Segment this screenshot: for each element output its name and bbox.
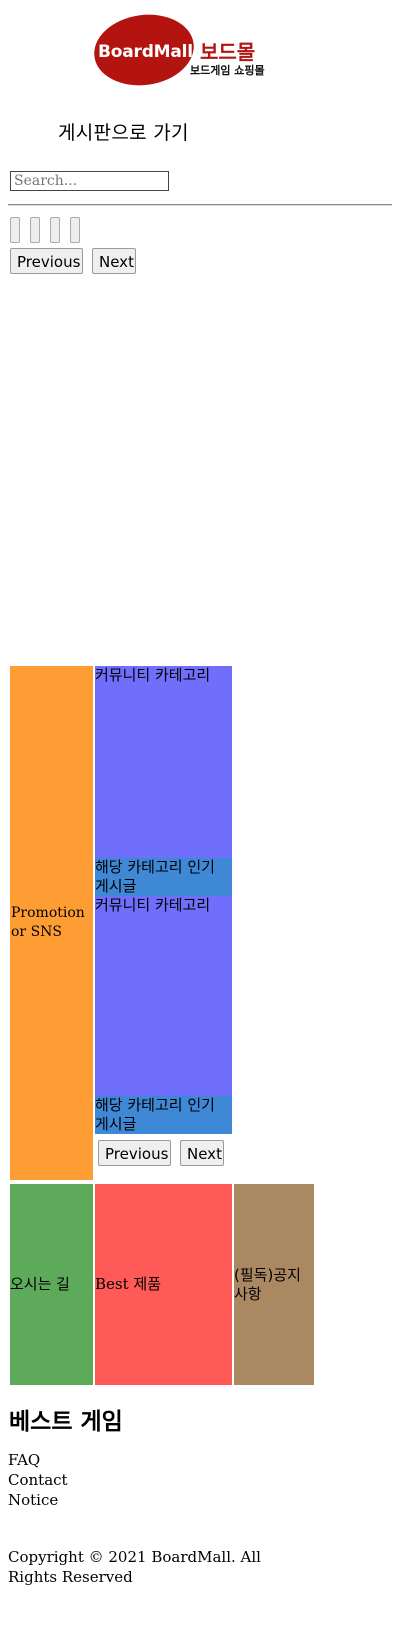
footer-link-contact[interactable]: Contact <box>8 1471 68 1489</box>
footer-link-faq[interactable]: FAQ <box>8 1451 41 1469</box>
directions-label: 오시는 길 <box>10 1275 70 1293</box>
board-link[interactable]: 게시판으로 가기 <box>58 122 189 144</box>
search-input[interactable] <box>10 171 169 191</box>
slider-dot-2[interactable] <box>30 217 40 243</box>
community-hot-label: 해당 카테고리 인기 게시글 <box>95 858 215 895</box>
community-previous-button[interactable]: Previous <box>98 1140 171 1166</box>
slider-dot-3[interactable] <box>50 217 60 243</box>
site-logo[interactable]: BoardMall 보드몰 보드게임 쇼핑몰 <box>0 0 400 95</box>
community-next-button[interactable]: Next <box>180 1140 224 1166</box>
community-hot-label: 해당 카테고리 인기 게시글 <box>95 1096 215 1133</box>
best-games-title: 베스트 게임 <box>9 1409 123 1435</box>
divider <box>8 204 392 206</box>
community-hot-posts[interactable]: 해당 카테고리 인기 게시글 <box>95 858 232 896</box>
logo-subtitle: 보드게임 쇼핑몰 <box>190 64 265 77</box>
copyright-text: Copyright © 2021 BoardMall. All Rights R… <box>8 1548 261 1586</box>
logo-text-en: BoardMall <box>98 42 193 62</box>
slider-next-button[interactable]: Next <box>92 248 136 274</box>
community-hot-posts[interactable]: 해당 카테고리 인기 게시글 <box>95 1096 232 1134</box>
logo-text-kr: 보드몰 <box>200 40 256 64</box>
promotion-panel[interactable]: Promotion or SNS <box>10 666 93 1180</box>
notice-label: (필독)공지사항 <box>234 1265 301 1303</box>
promotion-label: Promotion or SNS <box>11 905 85 940</box>
slider-dot-1[interactable] <box>10 217 20 243</box>
notice-panel[interactable]: (필독)공지사항 <box>234 1184 314 1385</box>
community-category-label: 커뮤니티 카테고리 <box>95 666 211 684</box>
community-category[interactable]: 커뮤니티 카테고리 <box>95 666 232 858</box>
slider-dot-4[interactable] <box>70 217 80 243</box>
footer-link-notice[interactable]: Notice <box>8 1491 59 1509</box>
directions-panel[interactable]: 오시는 길 <box>10 1184 93 1385</box>
community-category[interactable]: 커뮤니티 카테고리 <box>95 896 232 1096</box>
community-category-label: 커뮤니티 카테고리 <box>95 896 211 914</box>
best-products-label: Best 제품 <box>95 1275 161 1293</box>
best-products-panel[interactable]: Best 제품 <box>95 1184 232 1385</box>
slider-previous-button[interactable]: Previous <box>10 248 83 274</box>
